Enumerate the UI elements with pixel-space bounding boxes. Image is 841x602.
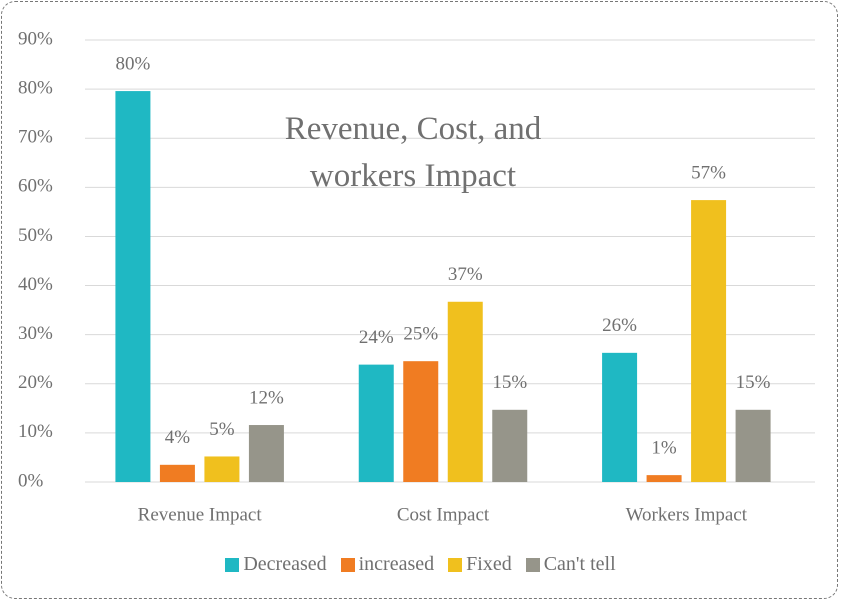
bar — [447, 301, 483, 482]
bar — [204, 456, 240, 482]
legend-swatch — [225, 557, 240, 572]
data-label: 5% — [209, 419, 235, 440]
legend-swatch — [340, 557, 355, 572]
data-label: 25% — [403, 324, 438, 345]
x-tick-label: Workers Impact — [626, 504, 748, 525]
legend-item: Fixed — [448, 553, 512, 576]
bar — [646, 475, 682, 482]
x-tick-label: Revenue Impact — [138, 504, 263, 525]
data-label: 15% — [492, 372, 527, 393]
y-tick-label: 20% — [18, 372, 53, 393]
data-label: 37% — [448, 264, 483, 285]
data-label: 26% — [602, 315, 637, 336]
legend: Decreased increased Fixed Can't tell — [0, 553, 841, 576]
y-tick-label: 40% — [18, 274, 53, 295]
data-label: 15% — [736, 372, 771, 393]
chart-title: Revenue, Cost, and workers Impact — [284, 111, 542, 194]
y-tick-label: 80% — [18, 77, 53, 98]
data-label: 1% — [651, 437, 677, 458]
bar — [403, 361, 439, 482]
y-tick-label: 10% — [18, 421, 53, 442]
bar — [248, 425, 284, 482]
bar — [492, 409, 528, 482]
data-label: 80% — [116, 53, 151, 74]
data-label: 57% — [691, 162, 726, 183]
y-tick-label: 90% — [18, 28, 53, 49]
data-label: 24% — [359, 327, 394, 348]
y-tick-label: 60% — [18, 176, 53, 197]
legend-label: Can't tell — [543, 553, 616, 575]
bar — [735, 409, 771, 482]
bar — [358, 364, 394, 482]
legend-label: Fixed — [466, 553, 512, 575]
legend-item: Decreased — [225, 553, 327, 576]
legend-label: Decreased — [243, 553, 327, 575]
legend-item: increased — [340, 553, 435, 576]
bar — [159, 464, 195, 482]
legend-swatch — [525, 557, 540, 572]
legend-item: Can't tell — [525, 553, 616, 576]
y-tick-label: 30% — [18, 323, 53, 344]
bar — [691, 200, 727, 482]
data-label: 4% — [165, 427, 191, 448]
y-tick-label: 50% — [18, 225, 53, 246]
data-label: 12% — [249, 387, 284, 408]
x-tick-label: Cost Impact — [397, 504, 490, 525]
bar — [602, 352, 638, 482]
bar — [115, 91, 151, 482]
legend-label: increased — [358, 553, 435, 575]
y-tick-label: 70% — [18, 127, 53, 148]
y-tick-label: 0% — [18, 470, 44, 491]
legend-swatch — [448, 557, 463, 572]
